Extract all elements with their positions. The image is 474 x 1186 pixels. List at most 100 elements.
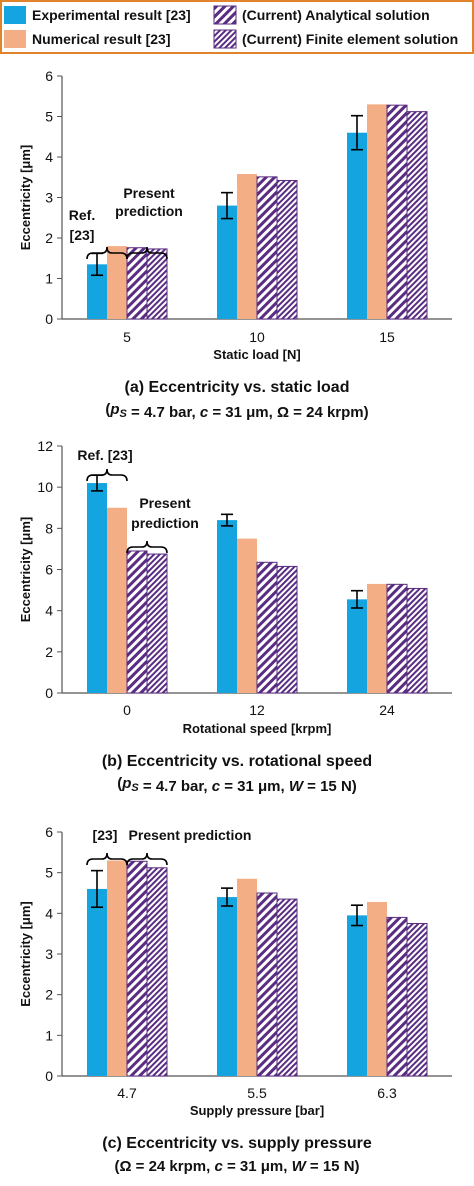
bar-experimental-5 bbox=[87, 264, 107, 319]
annotation-text: [23] bbox=[70, 227, 95, 243]
bar-numerical-15 bbox=[367, 104, 387, 319]
bar-analytical-6.3 bbox=[386, 916, 408, 1077]
bar-numerical-5 bbox=[107, 246, 127, 319]
bar-analytical-12 bbox=[256, 561, 278, 694]
legend-label-analytical: (Current) Analytical solution bbox=[242, 7, 430, 23]
chart-a: 0 1 2 3 4 5 6 Eccentricity [μm] 5 10 15 Static load… bbox=[18, 68, 452, 421]
bar-experimental-0 bbox=[87, 483, 107, 693]
y-tick-label: 6 bbox=[45, 68, 53, 84]
bar-experimental-10 bbox=[217, 205, 237, 319]
annotation-text: Present bbox=[123, 185, 175, 201]
chart-caption-conditions: (pS = 4.7 bar, c = 31 μm, W = 15 N) bbox=[117, 775, 357, 795]
caption-part: W bbox=[292, 1158, 308, 1175]
bar-fem-0 bbox=[146, 553, 168, 694]
annotation-brace bbox=[86, 468, 128, 482]
caption-part: = 31 μm, Ω = 24 krpm) bbox=[208, 404, 368, 421]
caption-part: = 15 N) bbox=[306, 1158, 360, 1175]
bar-fem-6.3 bbox=[406, 923, 428, 1077]
x-tick-label: 12 bbox=[249, 702, 265, 718]
bar-fem-24 bbox=[406, 587, 428, 694]
y-tick-label: 4 bbox=[45, 149, 53, 165]
y-tick-label: 6 bbox=[45, 824, 53, 840]
annotation-text: Ref. [23] bbox=[77, 447, 132, 463]
y-tick-label: 5 bbox=[45, 865, 53, 881]
bar-analytical-24 bbox=[386, 583, 408, 694]
caption-part: ( bbox=[117, 775, 122, 792]
caption-part: = 31 μm, bbox=[223, 1158, 292, 1175]
caption-part: c bbox=[212, 778, 221, 795]
caption-part: (Ω = 24 krpm, bbox=[114, 1158, 214, 1175]
annotation-text: Present prediction bbox=[129, 827, 252, 843]
bar-analytical-15 bbox=[386, 104, 408, 320]
x-axis-title: Rotational speed [krpm] bbox=[183, 721, 332, 736]
caption-part: c bbox=[214, 1158, 223, 1175]
bar-numerical-10 bbox=[237, 174, 257, 319]
bar-analytical-5 bbox=[126, 247, 148, 320]
annotation-text: Ref. bbox=[69, 207, 95, 223]
y-tick-label: 2 bbox=[45, 987, 53, 1003]
bar-fem-5.5 bbox=[276, 898, 298, 1077]
bar-fem-10 bbox=[276, 179, 298, 320]
bar-experimental-12 bbox=[217, 520, 237, 693]
x-tick-label: 0 bbox=[123, 702, 131, 718]
annotation-text: prediction bbox=[115, 203, 183, 219]
legend-swatch-fem bbox=[213, 29, 237, 49]
y-tick-label: 0 bbox=[45, 1068, 53, 1084]
y-tick-label: 3 bbox=[45, 190, 53, 206]
legend-swatch-analytical bbox=[213, 5, 237, 25]
y-axis-title: Eccentricity [μm] bbox=[18, 145, 33, 251]
bar-fem-5 bbox=[146, 248, 168, 320]
bar-analytical-0 bbox=[126, 550, 148, 694]
legend: Experimental result [23] Numerical result… bbox=[0, 0, 474, 54]
bar-numerical-0 bbox=[107, 507, 127, 693]
bar-fem-12 bbox=[276, 565, 298, 694]
caption-part: W bbox=[289, 778, 305, 795]
charts: 0 12 3 4 5 6 Eccentricity [μm] 5 10 15 Static load… bbox=[18, 68, 452, 1175]
x-tick-label: 15 bbox=[379, 329, 395, 345]
y-tick-label: 6 bbox=[45, 562, 53, 578]
y-tick-label: 10 bbox=[37, 479, 53, 495]
caption-part: p bbox=[109, 401, 119, 418]
annotation-text: Present bbox=[139, 495, 191, 511]
x-tick-label: 5 bbox=[123, 329, 131, 345]
chart-caption-title: (a) Eccentricity vs. static load bbox=[125, 379, 350, 396]
y-tick-label: 8 bbox=[45, 520, 53, 536]
bar-fem-4.7 bbox=[146, 867, 168, 1077]
y-tick-label: 2 bbox=[45, 230, 53, 246]
x-tick-label: 24 bbox=[379, 702, 395, 718]
bar-numerical-6.3 bbox=[367, 901, 387, 1076]
caption-part: S bbox=[120, 408, 128, 420]
legend-box bbox=[0, 0, 474, 54]
x-axis-title: Static load [N] bbox=[213, 347, 300, 362]
bar-experimental-6.3 bbox=[347, 915, 367, 1076]
annotation-brace bbox=[126, 540, 168, 554]
x-tick-label: 6.3 bbox=[377, 1085, 397, 1101]
y-tick-label: 12 bbox=[37, 438, 53, 454]
annotation-text: prediction bbox=[131, 515, 199, 531]
x-tick-label: 5.5 bbox=[247, 1085, 267, 1101]
chart-caption-title: (c) Eccentricity vs. supply pressure bbox=[102, 1135, 372, 1152]
bar-numerical-24 bbox=[367, 583, 387, 693]
y-tick-label: 0 bbox=[45, 311, 53, 327]
annotation-brace bbox=[126, 852, 168, 866]
x-axis-title: Supply pressure [bar] bbox=[190, 1103, 324, 1118]
caption-part: = 4.7 bar, bbox=[127, 404, 200, 421]
bar-experimental-15 bbox=[347, 132, 367, 319]
y-tick-label: 3 bbox=[45, 946, 53, 962]
y-axis-title: Eccentricity [μm] bbox=[18, 901, 33, 1007]
chart-caption-conditions: (Ω = 24 krpm, c = 31 μm, W = 15 N) bbox=[114, 1158, 359, 1175]
annotation-text: [23] bbox=[93, 827, 118, 843]
y-tick-label: 5 bbox=[45, 109, 53, 125]
annotation-brace bbox=[86, 246, 128, 260]
bar-numerical-12 bbox=[237, 538, 257, 693]
annotation-brace bbox=[86, 852, 128, 866]
chart-c: 0 1 2 3 4 5 6 Eccentricity [μm] 4.7 5.5 6.3 Supply … bbox=[18, 824, 452, 1175]
y-tick-label: 4 bbox=[45, 905, 53, 921]
annotation-brace bbox=[126, 246, 168, 260]
caption-part: = 4.7 bar, bbox=[139, 778, 212, 795]
legend-swatch-experimental bbox=[4, 6, 26, 24]
y-tick-label: 0 bbox=[45, 685, 53, 701]
bar-experimental-5.5 bbox=[217, 897, 237, 1076]
